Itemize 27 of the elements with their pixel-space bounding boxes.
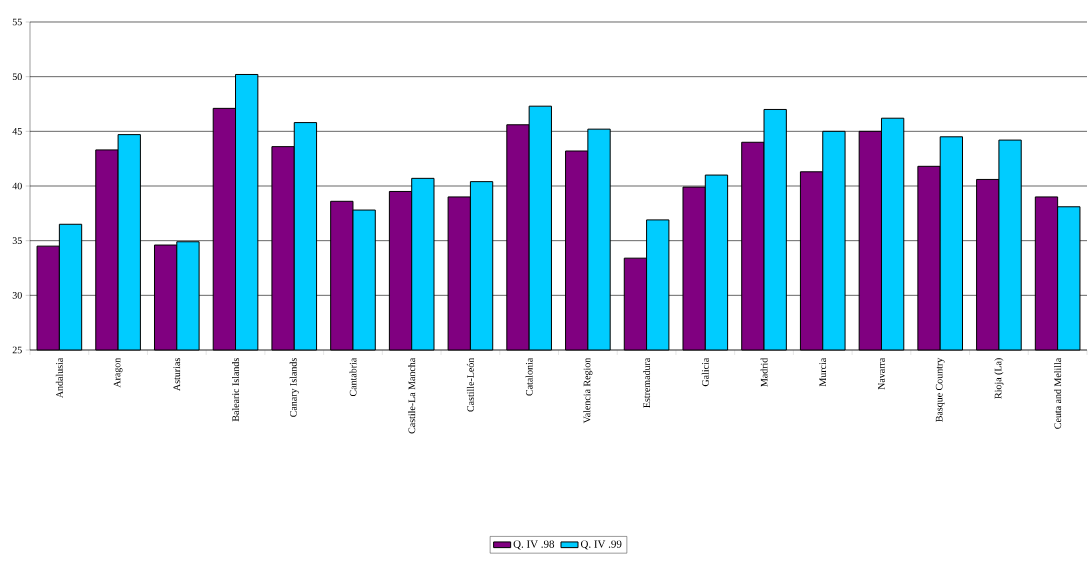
- x-tick-label: Ceuta and Melilla: [1054, 357, 1062, 429]
- x-tick-label: Estremadura: [643, 357, 651, 408]
- x-tick-label: Balearic Islands: [232, 358, 240, 422]
- x-tick-label: Valencia Region: [583, 357, 593, 424]
- x-tick-label: Castille-León: [466, 357, 474, 412]
- x-tick-label: Asturias: [173, 358, 181, 391]
- x-tick-label: Catalonia: [525, 357, 533, 396]
- x-tick-label: Basque Country: [935, 357, 945, 422]
- y-tick-label: 50: [12, 73, 22, 81]
- legend-label: Q. IV .98: [513, 540, 555, 550]
- y-tick-label: 25: [12, 346, 22, 354]
- x-tick-label: Madrid: [760, 357, 768, 387]
- x-tick-label: Andalusia: [55, 357, 63, 399]
- legend-label: Q. IV .99: [580, 540, 622, 550]
- y-tick-label: 30: [12, 291, 22, 299]
- x-tick-label: Cantabria: [349, 357, 357, 397]
- y-tick-label: 55: [12, 18, 22, 26]
- y-tick-label: 35: [12, 237, 22, 245]
- x-tick-label: Navarra: [878, 357, 885, 390]
- x-tick-label: Aragon: [113, 357, 123, 388]
- y-tick-label: 40: [12, 182, 22, 190]
- y-tick-label: 45: [12, 128, 22, 135]
- x-tick-label: Rioja (La): [994, 358, 1004, 399]
- x-tick-label: Castile-La Mancha: [408, 357, 416, 434]
- x-tick-label: Canary Islands: [289, 358, 299, 417]
- x-tick-label: Murcia: [819, 357, 827, 387]
- x-tick-label: Galicia: [701, 357, 709, 387]
